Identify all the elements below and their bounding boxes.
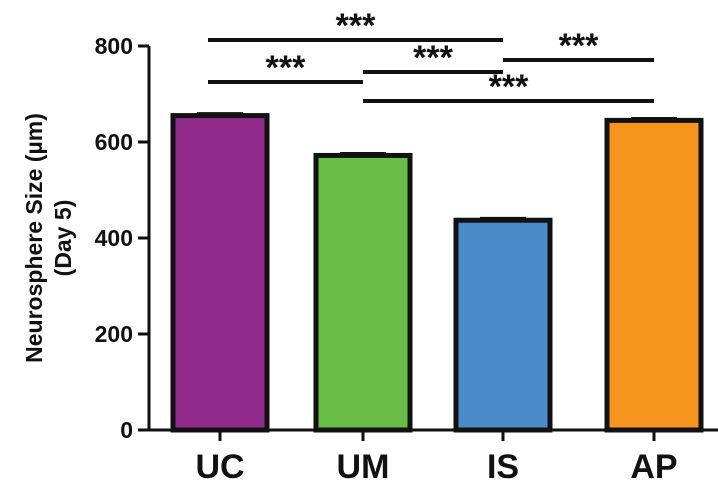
bars-layer — [170, 112, 704, 433]
significance-label-5: *** — [489, 68, 529, 106]
significance-label-1: *** — [336, 7, 376, 45]
significance-label-2: *** — [559, 27, 599, 65]
y-axis-title-line-1: Neurosphere Size (µm) — [21, 113, 47, 363]
y-tick-label-0: 0 — [120, 417, 133, 443]
axes-layer: UC UM IS AP 0 200 400 600 800 — [95, 33, 718, 482]
y-tick-label-600: 600 — [95, 129, 133, 155]
bar-ap — [604, 117, 704, 433]
y-tick-label-200: 200 — [95, 321, 133, 347]
bar-is — [453, 217, 553, 433]
bar-um — [313, 152, 413, 433]
significance-layer: *** *** *** *** *** — [208, 7, 654, 106]
y-tick-label-800: 800 — [95, 33, 133, 59]
x-tick-label-uc: UC — [195, 448, 244, 482]
significance-label-3: *** — [266, 49, 306, 87]
y-axis-title: Neurosphere Size (µm) (Day 5) — [21, 113, 76, 363]
significance-label-4: *** — [413, 39, 453, 77]
x-tick-label-um: UM — [337, 448, 390, 482]
x-tick-label-ap: AP — [630, 448, 677, 482]
y-axis-title-line-2: (Day 5) — [50, 200, 76, 277]
y-tick-label-400: 400 — [95, 225, 133, 251]
bar-uc — [170, 113, 270, 433]
x-tick-label-is: IS — [487, 448, 519, 482]
